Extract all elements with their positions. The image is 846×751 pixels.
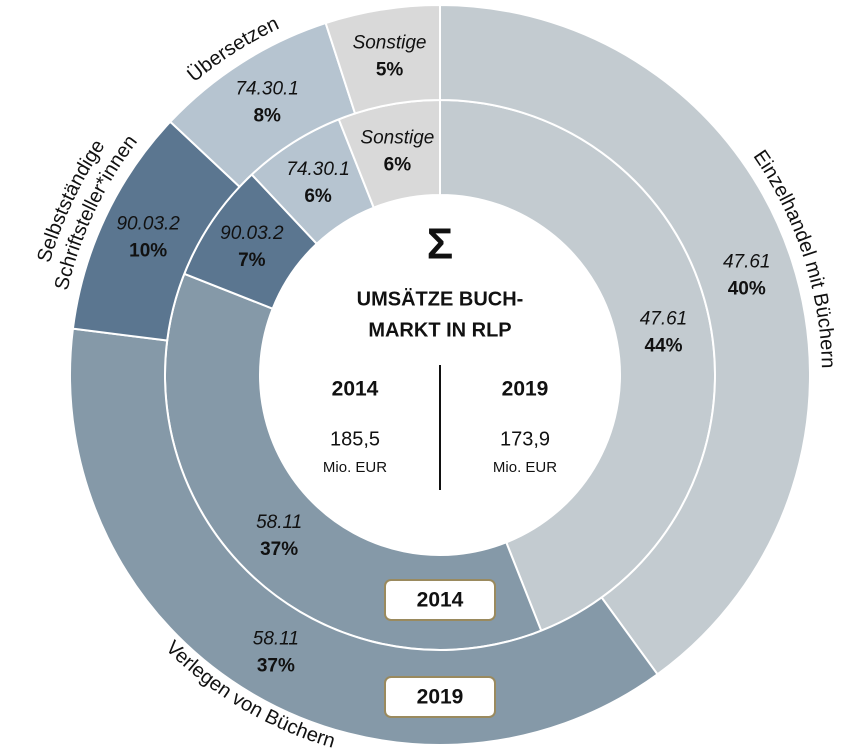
segment-code: 47.61 [640,308,688,329]
segment [69,327,659,746]
year-badge-label: 2014 [417,589,464,612]
segment-code: 58.11 [256,512,302,533]
segment-code: Sonstige [353,32,427,53]
rings [69,3,811,746]
segment-code: 90.03.2 [116,214,180,235]
badges: 2014 2019 [384,579,496,718]
segment-code: 74.30.1 [286,159,349,180]
segment-value: 37% [260,539,298,560]
segment-value: 8% [253,106,281,127]
unit: Mio. EUR [323,459,387,476]
year: 2019 [502,378,549,401]
segment-value: 40% [728,278,766,299]
segment-code: Sonstige [360,128,434,149]
total: 185,5 [330,428,380,450]
sigma: Σ [427,220,453,269]
unit: Mio. EUR [493,459,557,476]
segment-code: 74.30.1 [235,79,298,100]
segment-value: 10% [129,241,167,262]
center: Σ UMSÄTZE BUCH- MARKT IN RLP 2014 185,5 … [323,220,557,490]
segment-value: 37% [257,656,295,677]
center-title: MARKT IN RLP [368,319,511,341]
segment-code: 58.11 [253,629,299,650]
segment-code: 47.61 [723,251,771,272]
segment-value: 6% [304,186,332,207]
year-badge [384,676,496,718]
year: 2014 [332,378,379,401]
total: 173,9 [500,428,550,450]
year-badge [384,579,496,621]
segment-value: 7% [238,250,266,271]
segment-value: 5% [376,59,404,80]
year-badge-label: 2019 [417,686,464,709]
segment [324,3,441,115]
segment [439,3,811,676]
segment-value: 44% [644,335,682,356]
segment-code: 90.03.2 [220,223,284,244]
center-title: UMSÄTZE BUCH- [357,287,524,310]
segment-value: 6% [384,155,412,176]
